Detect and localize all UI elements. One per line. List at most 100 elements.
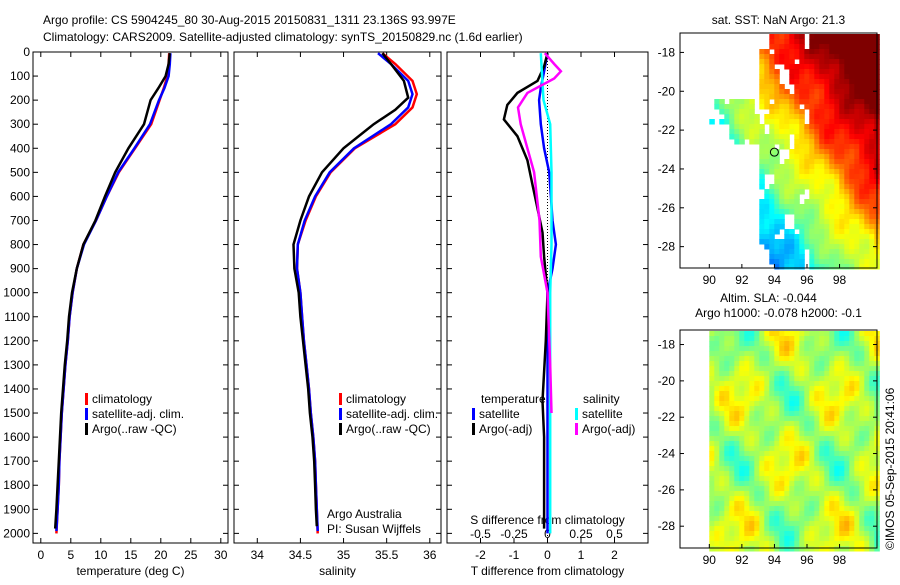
map-cell <box>834 104 840 110</box>
map-cell <box>804 169 810 175</box>
map-cell <box>849 376 855 382</box>
map-cell <box>739 536 745 542</box>
map-cell <box>869 264 875 270</box>
map-cell <box>784 44 790 50</box>
map-cell <box>784 381 790 387</box>
map-cell <box>769 471 775 477</box>
map-cell <box>769 44 775 50</box>
map-cell <box>754 481 760 487</box>
map-cell <box>864 381 870 387</box>
map-cell <box>869 411 875 417</box>
map-cell <box>819 386 825 392</box>
map-cell <box>714 356 720 362</box>
map-cell <box>814 506 820 512</box>
map-cell <box>714 536 720 542</box>
map-cell <box>839 426 845 432</box>
map-cell <box>774 164 780 170</box>
map-cell <box>759 456 765 462</box>
map-cell <box>849 371 855 377</box>
map-cell <box>809 466 815 472</box>
map-cell <box>834 144 840 150</box>
map-cell <box>824 249 830 255</box>
map-cell <box>859 411 865 417</box>
map-cell <box>794 521 800 527</box>
map-cell <box>719 119 725 125</box>
map-cell <box>724 501 730 507</box>
map-cell <box>864 59 870 65</box>
map-cell <box>794 184 800 190</box>
map-cell <box>824 54 830 60</box>
map-cell <box>759 219 765 225</box>
map-cell <box>734 431 740 437</box>
map-cell <box>739 446 745 452</box>
map-cell <box>789 461 795 467</box>
map-cell <box>749 456 755 462</box>
map-cell <box>714 411 720 417</box>
map-cell <box>829 526 835 532</box>
map-title-sla: Altim. SLA: -0.044 <box>720 291 817 305</box>
y-tick-label: 100 <box>10 69 30 83</box>
map-cell <box>844 396 850 402</box>
map-cell <box>724 516 730 522</box>
map-cell <box>709 446 715 452</box>
map-cell <box>844 209 850 215</box>
map-cell <box>829 64 835 70</box>
map-cell <box>784 129 790 135</box>
map-cell <box>794 154 800 160</box>
argo-location-marker <box>769 147 779 157</box>
map-cell <box>824 234 830 240</box>
map-cell <box>769 486 775 492</box>
map-cell <box>854 521 860 527</box>
map-cell <box>769 249 775 255</box>
map-cell <box>734 516 740 522</box>
x-axis-label: temperature (deg C) <box>76 564 184 578</box>
map-cell <box>819 526 825 532</box>
map-cell <box>859 511 865 517</box>
map-cell <box>839 491 845 497</box>
map-cell <box>819 254 825 260</box>
map-cell <box>839 476 845 482</box>
map-cell <box>799 204 805 210</box>
map-cell <box>814 264 820 270</box>
map-cell <box>749 516 755 522</box>
map-cell <box>744 381 750 387</box>
map-cell <box>809 386 815 392</box>
map-cell <box>814 521 820 527</box>
map-cell <box>714 471 720 477</box>
map-cell <box>869 54 875 60</box>
map-cell <box>759 149 765 155</box>
y-tick-label: -26 <box>658 483 676 497</box>
map-cell <box>749 411 755 417</box>
map-cell <box>849 74 855 80</box>
map-cell <box>764 336 770 342</box>
map-cell <box>789 481 795 487</box>
map-cell <box>739 466 745 472</box>
map-cell <box>729 511 735 517</box>
map-cell <box>724 496 730 502</box>
map-cell <box>789 114 795 120</box>
map-cell <box>869 511 875 517</box>
map-cell <box>764 49 770 55</box>
x-tick-label: 20 <box>154 548 168 562</box>
map-cell <box>809 159 815 165</box>
map-cell <box>769 466 775 472</box>
map-cell <box>744 366 750 372</box>
map-cell <box>749 351 755 357</box>
map-cell <box>744 356 750 362</box>
map-cell <box>759 209 765 215</box>
map-cell <box>789 249 795 255</box>
map-cell <box>709 351 715 357</box>
map-cell <box>844 139 850 145</box>
map-cell <box>814 416 820 422</box>
map-cell <box>764 481 770 487</box>
map-cell <box>849 336 855 342</box>
map-cell <box>754 441 760 447</box>
map-cell <box>784 184 790 190</box>
map-cell <box>799 114 805 120</box>
map-cell <box>724 336 730 342</box>
map-cell <box>844 406 850 412</box>
map-cell <box>804 481 810 487</box>
map-cell <box>744 351 750 357</box>
map-cell <box>794 531 800 537</box>
map-cell <box>864 204 870 210</box>
